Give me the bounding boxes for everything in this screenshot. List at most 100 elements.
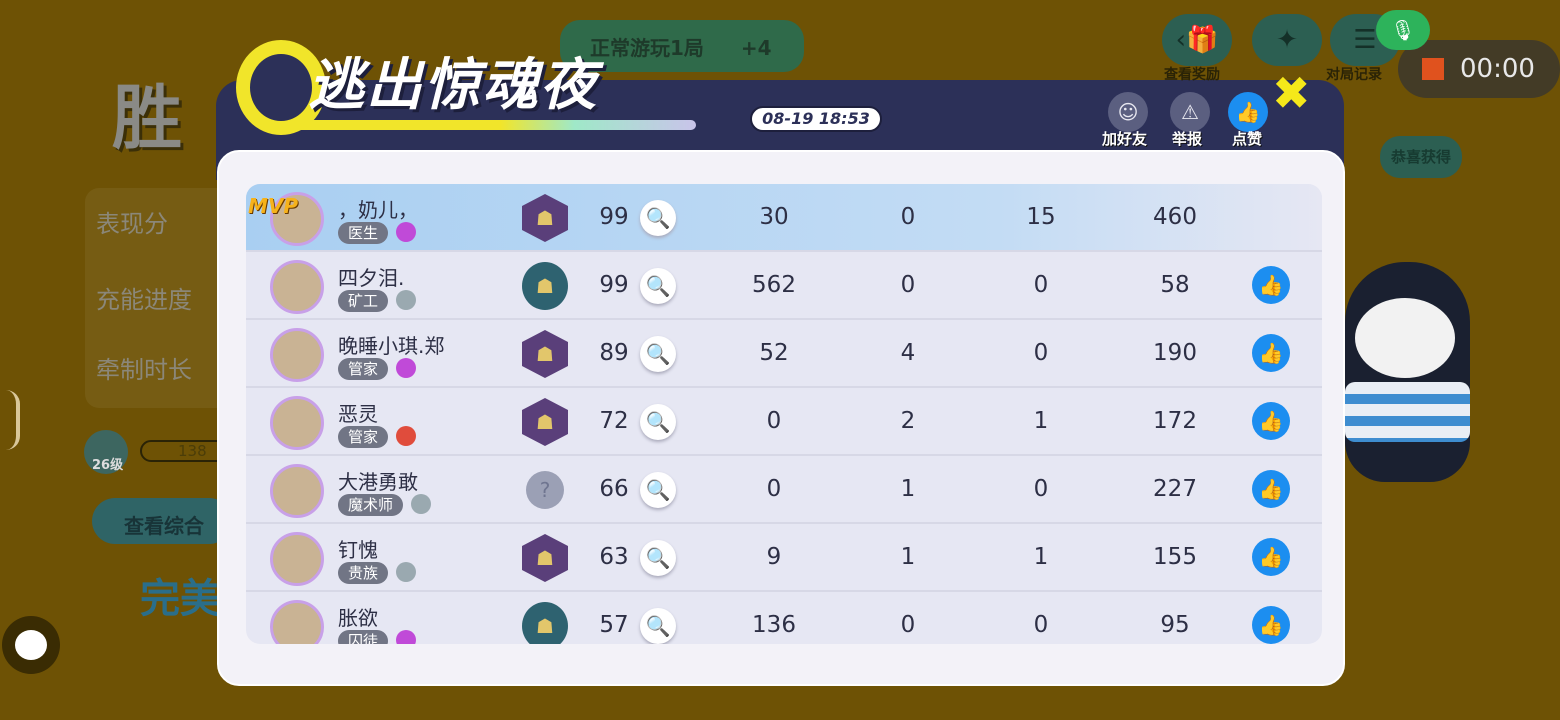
record-time: 00:00 [1460, 54, 1535, 84]
stat-4: 227 [1153, 476, 1197, 502]
rank-icon [396, 358, 416, 378]
stat-3: 1 [1033, 544, 1049, 570]
view-summary-button[interactable]: 查看综合 [92, 498, 232, 544]
task-banner: 正常游玩1局 +4 [560, 20, 804, 72]
character-icon: ☗ [522, 534, 568, 582]
stat-2: 0 [900, 612, 916, 638]
player-name: ，奶儿， [338, 198, 418, 222]
character-icon: ☗ [522, 194, 568, 242]
stat-4: 155 [1153, 544, 1197, 570]
floating-ball-button[interactable] [2, 616, 60, 674]
stat-2: 0 [900, 272, 916, 298]
character-icon: ☗ [522, 330, 568, 378]
stat-3: 1 [1033, 408, 1049, 434]
score: 72 [599, 408, 629, 434]
gift-icon[interactable]: ‹🎁 [1162, 14, 1232, 66]
like-label[interactable]: 点赞 [1232, 130, 1263, 148]
search-icon[interactable]: 🔍 [640, 540, 676, 576]
player-name: 四夕泪. [338, 266, 405, 290]
level-text: 26级 [92, 458, 124, 473]
thumbs-up-icon[interactable]: 👍 [1252, 606, 1290, 644]
thumbs-up-icon[interactable]: 👍 [1252, 402, 1290, 440]
result-text: 完美 [140, 576, 220, 622]
chat-bubble: 恭喜获得 [1380, 136, 1462, 178]
score: 57 [599, 612, 629, 638]
warning-icon[interactable]: ⚠ [1170, 92, 1210, 132]
stat-4: 95 [1160, 612, 1190, 638]
side-handle[interactable] [6, 390, 20, 450]
level-badge: 26级 [84, 430, 128, 474]
score: 89 [599, 340, 629, 366]
match-datetime: 08-19 18:53 [750, 106, 882, 132]
stat-3: 15 [1026, 204, 1056, 230]
rank-icon [396, 562, 416, 582]
score: 99 [599, 272, 629, 298]
stat-4: 460 [1153, 204, 1197, 230]
close-icon[interactable]: ✖ [1272, 66, 1311, 120]
stat-3: 0 [1033, 340, 1049, 366]
role-tag: 贵族 [338, 562, 389, 584]
stat-2: 0 [900, 204, 916, 230]
stat-1: 30 [759, 204, 789, 230]
stat-label: 牵制时长 [96, 356, 192, 384]
search-icon[interactable]: 🔍 [640, 200, 676, 236]
stat-label: 表现分 [96, 210, 168, 238]
stat-4: 190 [1153, 340, 1197, 366]
score: 66 [599, 476, 629, 502]
match-record-label[interactable]: 对局记录 [1326, 67, 1382, 83]
search-icon[interactable]: 🔍 [640, 608, 676, 644]
task-reward: +4 [740, 36, 772, 60]
mic-icon[interactable]: 🎙 [1376, 10, 1430, 50]
stat-2: 2 [900, 408, 916, 434]
player-row: MVP ，奶儿， 医生 ☗ 99 🔍 30 0 15 460 [246, 184, 1322, 252]
avatar[interactable] [270, 600, 324, 644]
score: 63 [599, 544, 629, 570]
player-row: 大港勇敢 魔术师 ? 66 🔍 0 1 0 227 👍 [246, 456, 1322, 524]
view-rewards-label[interactable]: 查看奖励 [1164, 67, 1220, 83]
stat-1: 52 [759, 340, 789, 366]
screen-recorder[interactable]: 00:00 [1398, 40, 1560, 98]
stat-label: 充能进度 [96, 286, 192, 314]
stat-4: 58 [1160, 272, 1190, 298]
role-tag: 管家 [338, 358, 389, 380]
thumbs-up-icon[interactable]: 👍 [1252, 334, 1290, 372]
stat-4: 172 [1153, 408, 1197, 434]
search-icon[interactable]: 🔍 [640, 336, 676, 372]
player-row: 胀欲 囚徒 ☗ 57 🔍 136 0 0 95 👍 [246, 592, 1322, 644]
thumbs-up-icon[interactable]: 👍 [1252, 538, 1290, 576]
avatar[interactable] [270, 260, 324, 314]
avatar[interactable] [270, 532, 324, 586]
stat-2: 1 [900, 476, 916, 502]
avatar[interactable] [270, 192, 324, 246]
search-icon[interactable]: 🔍 [640, 404, 676, 440]
avatar[interactable] [270, 396, 324, 450]
add-friend-label[interactable]: 加好友 [1102, 130, 1148, 148]
avatar[interactable] [270, 328, 324, 382]
thumbs-up-icon[interactable]: 👍 [1252, 470, 1290, 508]
stop-icon[interactable] [1422, 58, 1444, 80]
player-row: 四夕泪. 矿工 ☗ 99 🔍 562 0 0 58 👍 [246, 252, 1322, 320]
task-text: 正常游玩1局 [590, 36, 704, 60]
stat-1: 0 [766, 476, 782, 502]
search-icon[interactable]: 🔍 [640, 472, 676, 508]
role-tag: 魔术师 [338, 494, 404, 516]
report-label[interactable]: 举报 [1172, 130, 1203, 148]
rank-icon [411, 494, 431, 514]
star-icon[interactable]: ✦ [1252, 14, 1322, 66]
add-friend-icon[interactable]: ☺ [1108, 92, 1148, 132]
player-name: 晚睡小琪.郑 [338, 334, 445, 358]
thumbs-up-icon[interactable]: 👍 [1252, 266, 1290, 304]
thumbs-up-icon[interactable]: 👍 [1228, 92, 1268, 132]
player-name: 钉愧 [338, 538, 378, 562]
role-tag: 医生 [338, 222, 389, 244]
search-icon[interactable]: 🔍 [640, 268, 676, 304]
title-underline [262, 120, 696, 130]
character-icon: ☗ [522, 602, 568, 644]
player-list[interactable]: MVP ，奶儿， 医生 ☗ 99 🔍 30 0 15 460 四夕泪. 矿工 ☗ 9… [246, 184, 1322, 644]
score: 99 [599, 204, 629, 230]
rank-icon [396, 290, 416, 310]
character-icon: ☗ [522, 262, 568, 310]
avatar[interactable] [270, 464, 324, 518]
stat-1: 9 [766, 544, 782, 570]
mascot-character [1345, 262, 1470, 482]
